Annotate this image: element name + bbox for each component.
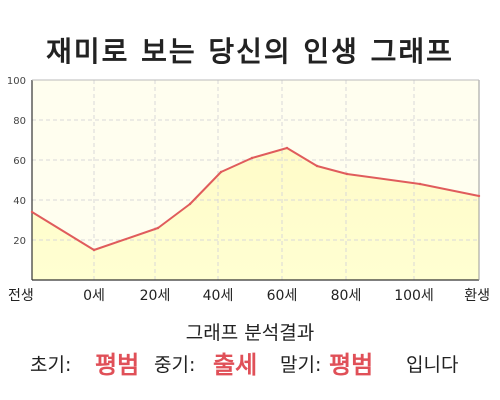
- x-tick-label: 40세: [203, 288, 234, 304]
- y-tick-label: 20: [13, 236, 26, 247]
- late-value: 평범: [329, 351, 374, 379]
- data-point: [250, 156, 254, 160]
- x-tick-label: 전생: [8, 288, 34, 304]
- result-summary: 초기: 평범 중기: 출세 말기: 평범 입니다: [0, 348, 500, 382]
- early-label: 초기:: [30, 354, 72, 376]
- y-tick-label: 80: [13, 116, 26, 127]
- x-tick-label: 100세: [394, 288, 434, 304]
- late-label: 말기:: [280, 354, 322, 376]
- x-tick-label: 20세: [140, 288, 171, 304]
- data-point: [315, 164, 319, 168]
- data-point: [156, 226, 160, 230]
- early-value: 평범: [95, 351, 140, 379]
- data-point: [30, 210, 34, 214]
- series-area: [32, 148, 479, 280]
- data-point: [477, 194, 481, 198]
- data-point: [188, 202, 192, 206]
- x-tick-label: 60세: [267, 288, 298, 304]
- x-tick-label: 0세: [83, 288, 105, 304]
- x-tick-label: 80세: [331, 288, 362, 304]
- result-heading: 그래프 분석결과: [185, 322, 315, 344]
- data-point: [219, 170, 223, 174]
- result-ending: 입니다: [406, 354, 459, 376]
- chart-title: 재미로 보는 당신의 인생 그래프: [46, 35, 454, 68]
- y-tick-label: 100: [7, 76, 26, 87]
- data-point: [92, 248, 96, 252]
- x-tick-label: 환생: [464, 288, 490, 304]
- y-tick-label: 40: [13, 196, 26, 207]
- data-point: [285, 146, 289, 150]
- y-tick-label: 60: [13, 156, 26, 167]
- mid-value: 출세: [213, 351, 258, 379]
- data-point: [345, 172, 349, 176]
- mid-label: 중기:: [154, 354, 196, 376]
- data-point: [418, 182, 422, 186]
